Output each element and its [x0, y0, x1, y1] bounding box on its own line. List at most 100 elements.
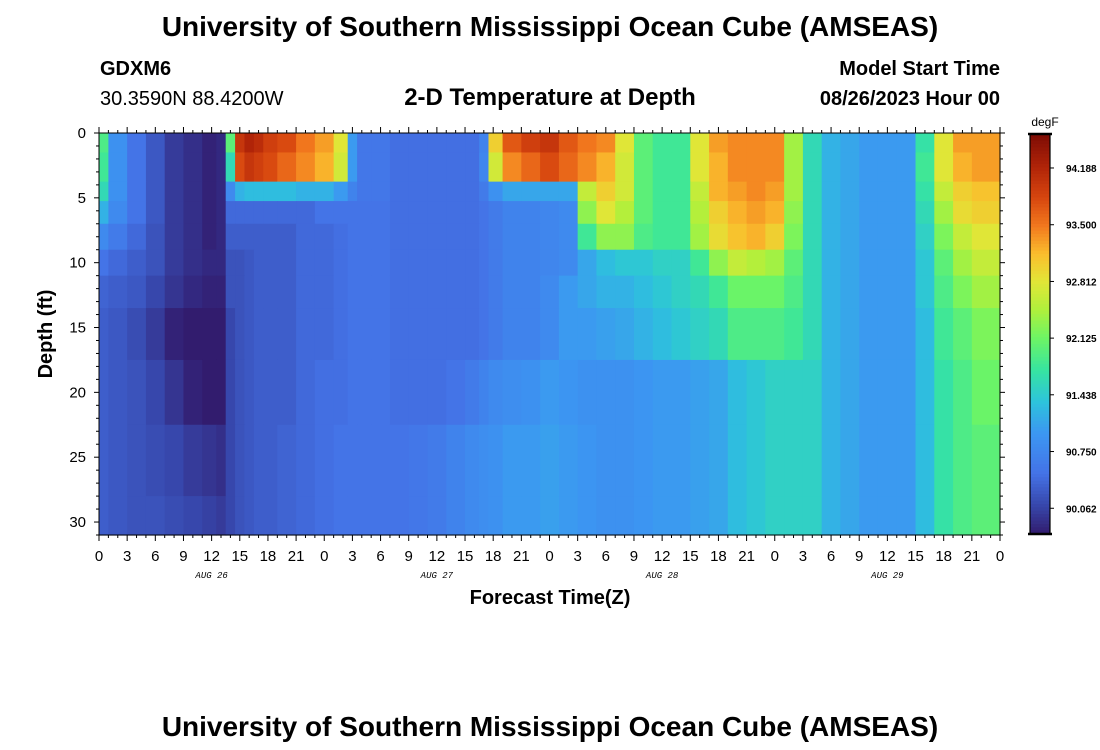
heatmap-cell [633, 223, 654, 251]
heatmap-cell [990, 496, 1001, 536]
heatmap-cell [216, 359, 227, 426]
heatmap-cell [521, 359, 541, 426]
heatmap-cell [615, 424, 635, 497]
heatmap-cell [953, 223, 973, 251]
heatmap-cell [357, 496, 372, 536]
colorbar-segment [1030, 457, 1050, 462]
heatmap-cell [577, 223, 598, 251]
heatmap-cell [357, 181, 372, 202]
heatmap-cell [953, 308, 973, 361]
heatmap-cell [615, 223, 635, 251]
colorbar-segment [1030, 207, 1050, 212]
heatmap-cell [671, 201, 691, 225]
heatmap-cell [915, 359, 935, 426]
heatmap-cell [596, 275, 616, 309]
heatmap-cell [821, 496, 842, 536]
heatmap-cell [896, 496, 917, 536]
heatmap-cell [821, 359, 842, 426]
heatmap-cell [479, 133, 490, 154]
colorbar-segment [1030, 430, 1050, 435]
heatmap-cell [479, 308, 490, 361]
x-tick-label: 0 [545, 548, 553, 565]
heatmap-cell [183, 152, 203, 183]
heatmap-cell [277, 223, 297, 251]
heatmap-cell [108, 308, 128, 361]
colorbar-segment [1030, 214, 1050, 218]
heatmap-cell [915, 424, 935, 497]
heatmap-cell [446, 181, 466, 202]
heatmap-cell [521, 249, 541, 277]
heatmap-cell [859, 249, 879, 277]
heatmap-cell [164, 275, 185, 309]
heatmap-cell [540, 424, 560, 497]
heatmap-cell [347, 181, 358, 202]
heatmap-cell [859, 308, 879, 361]
x-tick-label: 18 [935, 548, 952, 565]
heatmap-cell [183, 359, 203, 426]
x-tick-label: 9 [405, 548, 413, 565]
heatmap-cell [244, 308, 255, 361]
heatmap-cell [216, 201, 227, 225]
heatmap-cell [896, 201, 917, 225]
heatmap-cell [183, 424, 203, 497]
heatmap-cell [314, 275, 335, 309]
colorbar-segment [1030, 330, 1050, 335]
heatmap-cell [99, 201, 109, 225]
heatmap-cell [577, 496, 598, 536]
colorbar-segment [1030, 150, 1050, 155]
heatmap-cell [915, 133, 935, 154]
heatmap-cell [877, 359, 898, 426]
x-tick-label: 21 [513, 548, 530, 565]
heatmap-cell [465, 308, 480, 361]
heatmap-cell [164, 424, 185, 497]
heatmap-cell [746, 201, 766, 225]
colorbar-segment [1030, 500, 1050, 505]
heatmap-cell [746, 133, 766, 154]
heatmap-cell [263, 249, 278, 277]
colorbar-segment [1030, 450, 1050, 455]
heatmap-cell [127, 152, 147, 183]
colorbar-segment [1030, 507, 1050, 512]
heatmap-cell [446, 308, 466, 361]
heatmap-cell [953, 359, 973, 426]
x-tick-label: 9 [179, 548, 187, 565]
heatmap-cell [615, 359, 635, 426]
heatmap-cell [371, 223, 391, 251]
heatmap-cell [840, 181, 860, 202]
heatmap-cell [746, 424, 766, 497]
heatmap-cell [877, 181, 898, 202]
heatmap-cell [502, 249, 522, 277]
heatmap-cell [877, 308, 898, 361]
colorbar-segment [1030, 420, 1050, 425]
heatmap-cell [465, 359, 480, 426]
colorbar-segment [1030, 244, 1050, 248]
heatmap-cell [671, 133, 691, 154]
heatmap-cell [652, 308, 673, 361]
colorbar-segment [1030, 504, 1050, 508]
heatmap-cell [690, 223, 710, 251]
heatmap-cell [633, 359, 654, 426]
heatmap-cell [990, 424, 1001, 497]
heatmap-cell [347, 249, 358, 277]
heatmap-cell [934, 201, 954, 225]
heatmap-cell [615, 152, 635, 183]
heatmap-cell [558, 223, 579, 251]
heatmap-cell [540, 308, 560, 361]
colorbar-segment [1030, 270, 1050, 275]
heatmap-cell [488, 275, 504, 309]
heatmap-cell [746, 181, 766, 202]
heatmap-cell [488, 424, 504, 497]
heatmap-cell [277, 359, 297, 426]
heatmap-cell [633, 152, 654, 183]
heatmap-cell [802, 275, 823, 309]
colorbar-segment [1030, 497, 1050, 502]
colorbar-tick-label: 93.500 [1066, 221, 1097, 232]
heatmap-cell [427, 424, 447, 497]
heatmap-cell [202, 249, 217, 277]
colorbar-segment [1030, 157, 1050, 162]
x-tick-label: 18 [485, 548, 502, 565]
heatmap-cell [577, 308, 598, 361]
heatmap-cell [840, 201, 860, 225]
heatmap-cell [244, 359, 255, 426]
heatmap-cell [263, 133, 278, 154]
